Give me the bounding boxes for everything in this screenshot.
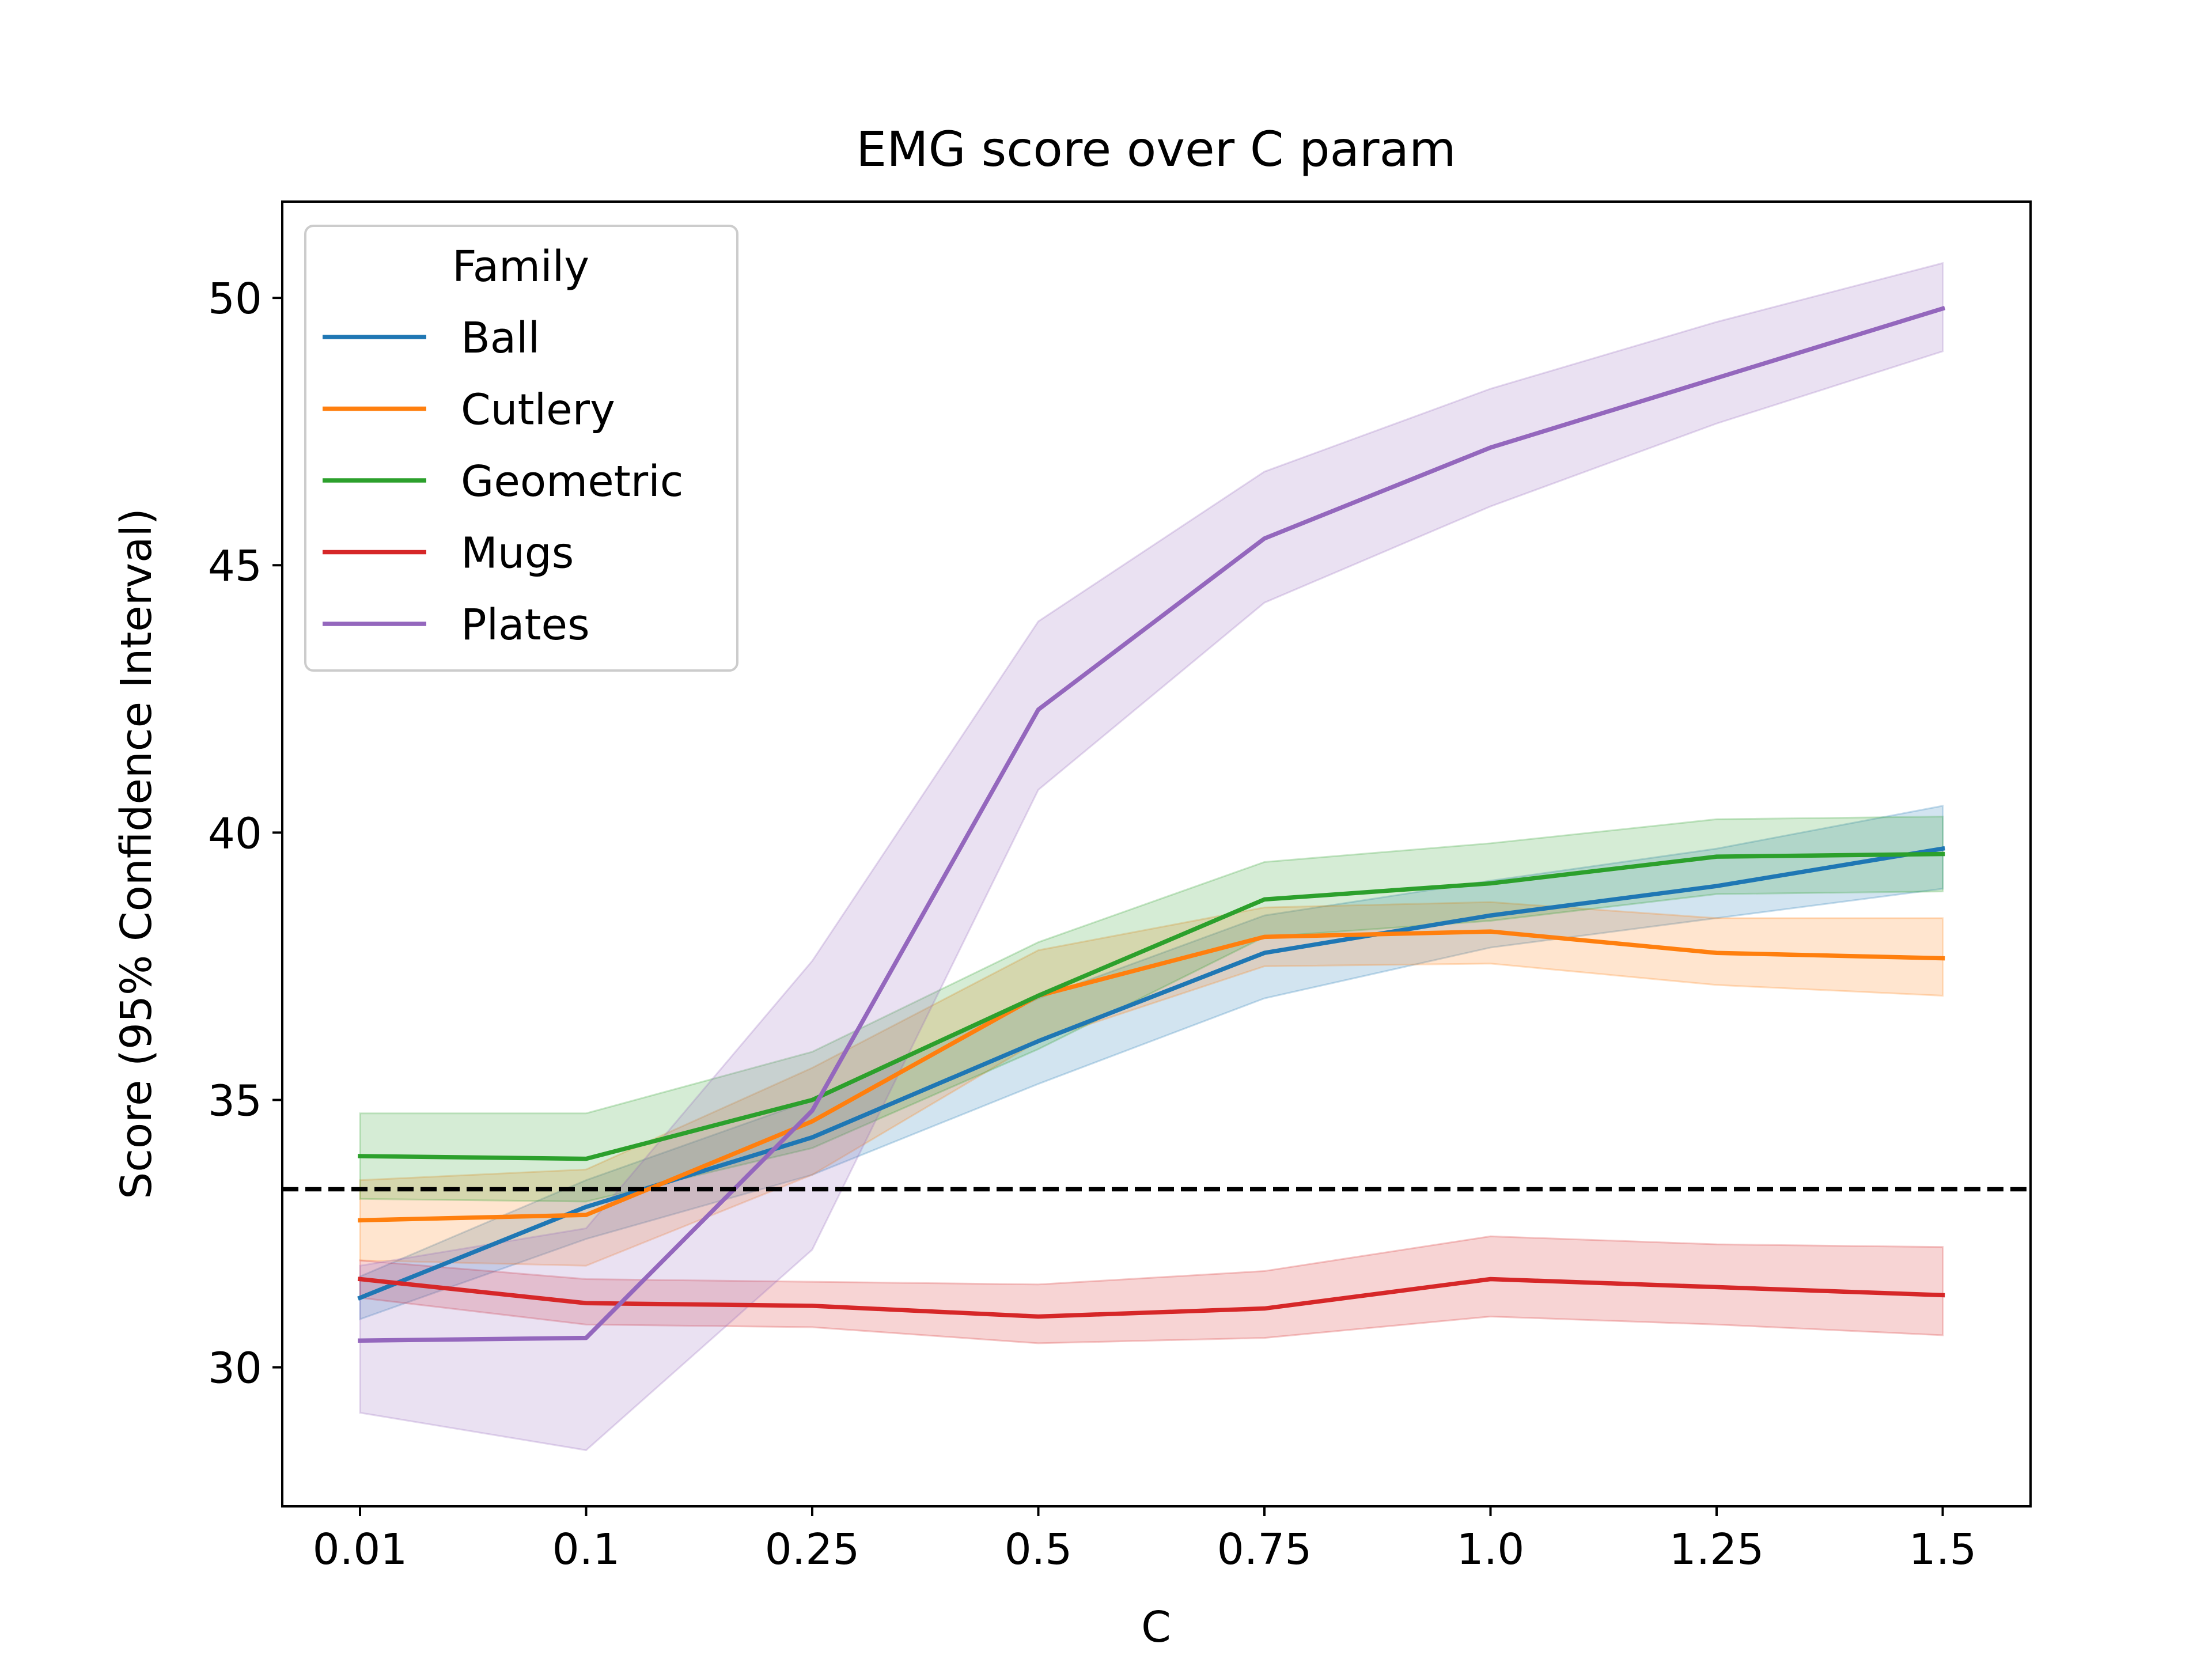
x-tick-label: 0.75 xyxy=(1217,1525,1312,1574)
legend-label-plates: Plates xyxy=(461,600,590,650)
line-cutlery xyxy=(358,929,1945,1223)
x-tick-label: 1.5 xyxy=(1909,1525,1977,1574)
x-tick-label: 1.25 xyxy=(1669,1525,1764,1574)
x-tick-label: 0.1 xyxy=(552,1525,620,1574)
x-tick-label: 1.0 xyxy=(1457,1525,1525,1574)
line-plates xyxy=(358,305,1946,1343)
x-tick-label: 0.5 xyxy=(1005,1525,1073,1574)
y-tick-label: 45 xyxy=(208,541,262,591)
x-tick-label: 0.25 xyxy=(765,1525,860,1574)
y-axis-label: Score (95% Confidence Interval) xyxy=(112,508,161,1199)
y-axis: 30 35 40 45 50 xyxy=(208,274,282,1393)
line-ball xyxy=(357,846,1945,1301)
legend: Family Ball Cutlery Geometric Mugs Plates xyxy=(304,225,738,672)
legend-title: Family xyxy=(452,242,589,291)
x-tick-label: 0.01 xyxy=(313,1525,408,1574)
legend-label-cutlery: Cutlery xyxy=(461,385,615,435)
x-axis: 0.01 0.1 0.25 0.5 0.75 1.0 1.25 1.5 xyxy=(313,1506,1977,1574)
band-geometric xyxy=(359,816,1944,1203)
legend-label-ball: Ball xyxy=(461,313,540,363)
x-axis-label: C xyxy=(1141,1603,1171,1652)
line-geometric xyxy=(358,851,1945,1161)
band-mugs xyxy=(359,1235,1944,1344)
y-tick-label: 30 xyxy=(208,1344,262,1393)
y-tick-label: 35 xyxy=(208,1077,262,1126)
legend-entries: Ball Cutlery Geometric Mugs Plates xyxy=(323,313,683,650)
plot-frame xyxy=(281,200,2032,1508)
legend-label-geometric: Geometric xyxy=(461,457,683,506)
band-cutlery xyxy=(359,901,1944,1267)
legend-label-mugs: Mugs xyxy=(461,529,574,578)
y-tick-label: 40 xyxy=(208,809,262,858)
line-mugs xyxy=(357,1277,1945,1319)
series-lines xyxy=(357,305,1946,1343)
chart-title: EMG score over C param xyxy=(856,121,1456,177)
y-tick-label: 50 xyxy=(208,274,262,324)
